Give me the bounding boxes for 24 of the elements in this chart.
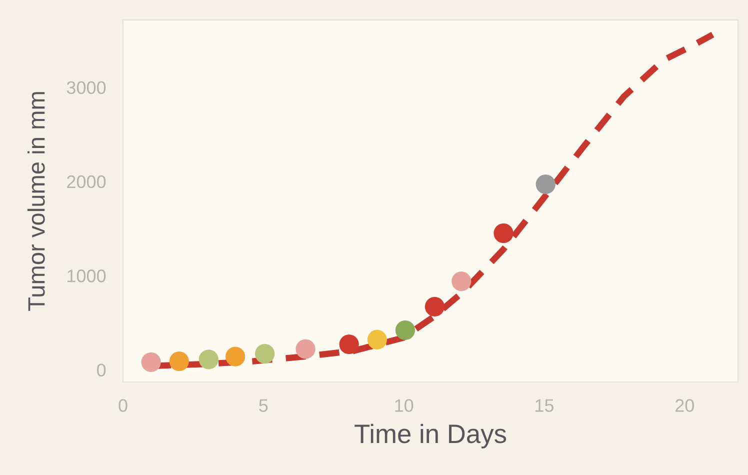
point — [169, 351, 189, 372]
point — [254, 344, 275, 364]
x-tick-label: 20 — [676, 399, 694, 412]
point — [141, 352, 161, 372]
point — [494, 223, 514, 244]
point — [198, 350, 218, 370]
x-tick-label: 5 — [259, 399, 268, 412]
y-tick-label: 2000 — [67, 175, 106, 188]
y-axis-title: Tumor volume in mm — [27, 92, 45, 311]
point — [226, 346, 246, 366]
point — [536, 174, 556, 194]
point — [452, 271, 472, 292]
point — [424, 296, 445, 317]
point — [339, 334, 359, 354]
y-tick-label: 1000 — [68, 270, 106, 282]
point — [296, 339, 316, 359]
y-tick-label: 0 — [97, 364, 106, 376]
x-tick-label: 0 — [118, 399, 128, 412]
x-axis-title: Time in Days — [354, 424, 506, 448]
point — [395, 320, 416, 340]
point — [367, 330, 387, 350]
x-tick-label: 10 — [395, 399, 414, 412]
x-tick-label: 15 — [536, 399, 554, 412]
y-tick-label: 3000 — [66, 81, 106, 94]
